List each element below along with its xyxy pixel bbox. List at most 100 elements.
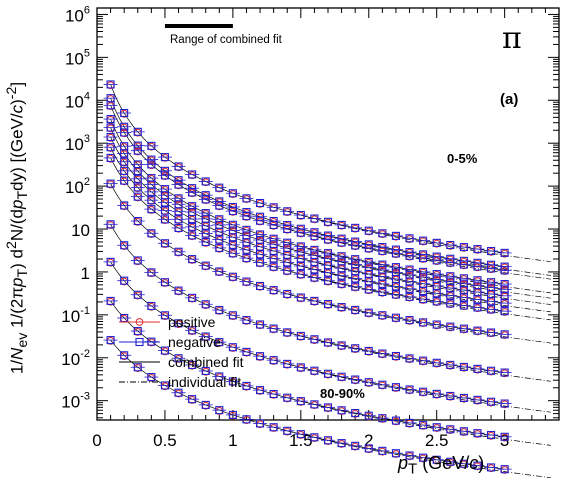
- data-point-negative: [256, 198, 265, 208]
- data-point-negative: [174, 207, 183, 216]
- data-point-negative: [269, 356, 278, 365]
- y-tick-label: 10-2: [61, 348, 90, 369]
- data-point-negative: [310, 245, 319, 254]
- data-point-negative: [133, 146, 142, 155]
- data-point-negative: [296, 430, 305, 439]
- axis-ticks: [96, 8, 560, 420]
- data-point-negative: [296, 242, 305, 251]
- data-point-negative: [446, 272, 455, 281]
- data-point-negative: [188, 170, 197, 179]
- data-point-negative: [228, 272, 237, 281]
- y-tick-label: 105: [65, 47, 90, 68]
- data-point-negative: [133, 167, 142, 176]
- data-point-negative: [283, 289, 292, 298]
- data-point-negative: [364, 346, 373, 356]
- data-point-negative: [432, 238, 441, 247]
- data-point-negative: [201, 177, 210, 186]
- data-point-negative: [256, 320, 265, 329]
- data-point-negative: [133, 290, 142, 299]
- data-point-negative: [459, 427, 468, 436]
- data-point-negative: [323, 300, 333, 309]
- data-point-negative: [256, 216, 265, 225]
- data-point-negative: [160, 239, 169, 248]
- data-point-negative: [133, 192, 142, 201]
- data-point-negative: [174, 286, 183, 295]
- data-point-negative: [487, 246, 496, 256]
- data-point-negative: [391, 449, 400, 458]
- data-point-negative: [364, 285, 373, 294]
- data-point-negative: [201, 221, 210, 230]
- data-point-negative: [351, 255, 360, 264]
- data-point-negative: [473, 262, 482, 271]
- data-point-negative: [228, 202, 237, 212]
- data-point-negative: [133, 327, 142, 336]
- data-point-negative: [459, 393, 468, 403]
- data-point-negative: [405, 265, 414, 274]
- data-point-negative: [242, 381, 251, 390]
- data-point-negative: [269, 203, 278, 212]
- data-point-negative: [487, 305, 496, 314]
- data-point-negative: [500, 266, 509, 275]
- data-point-negative: [419, 356, 428, 365]
- data-point-negative: [188, 231, 197, 240]
- data-point-negative: [120, 157, 129, 166]
- data-point-negative: [378, 279, 387, 288]
- data-point-negative: [106, 101, 115, 110]
- data-point-negative: [446, 291, 455, 300]
- y-tick-label: 10: [71, 221, 90, 240]
- legend-marker-negative: [135, 337, 144, 347]
- range-of-fit-label: Range of combined fit: [170, 34, 283, 46]
- data-point-negative: [174, 180, 183, 189]
- data-point-negative: [419, 254, 428, 263]
- data-point-negative: [364, 226, 373, 235]
- data-point-negative: [473, 364, 482, 373]
- data-point-negative: [323, 217, 333, 226]
- data-point-negative: [500, 432, 509, 441]
- data-point-negative: [188, 184, 197, 193]
- data-point-negative: [228, 410, 237, 419]
- data-point-negative: [310, 265, 319, 274]
- data-point-negative: [201, 332, 210, 341]
- data-point-negative: [160, 206, 169, 215]
- data-point-negative: [351, 274, 360, 283]
- data-point-negative: [364, 444, 373, 453]
- data-point-negative: [242, 245, 251, 254]
- data-point-negative: [160, 215, 169, 224]
- data-point-negative: [446, 258, 455, 267]
- data-point-negative: [310, 214, 319, 223]
- data-point-negative: [323, 403, 333, 412]
- data-point-negative: [106, 143, 115, 152]
- data-point-negative: [446, 457, 455, 466]
- data-point-negative: [473, 303, 482, 312]
- data-point-negative: [337, 439, 346, 448]
- data-point-negative: [459, 274, 468, 283]
- data-point-negative: [446, 425, 455, 434]
- data-point-negative: [147, 205, 156, 214]
- data-point-negative: [446, 360, 455, 369]
- data-point-negative: [174, 176, 183, 185]
- data-point-negative: [120, 128, 129, 137]
- data-point-negative: [310, 366, 319, 375]
- data-point-negative: [459, 362, 468, 371]
- data-point-negative: [120, 241, 129, 250]
- data-point-negative: [432, 358, 441, 367]
- data-point-negative: [242, 194, 251, 203]
- data-point-negative: [283, 393, 292, 402]
- data-point-negative: [215, 235, 224, 244]
- data-point-negative: [188, 326, 197, 335]
- data-point-negative: [337, 406, 346, 415]
- data-point-negative: [446, 322, 455, 331]
- x-tick-label: 1: [228, 431, 237, 450]
- data-point-negative: [256, 386, 265, 395]
- data-point-negative: [337, 303, 346, 312]
- data-point-negative: [147, 268, 156, 277]
- data-point-negative: [419, 236, 428, 245]
- data-point-negative: [405, 316, 414, 325]
- data-point-negative: [459, 260, 468, 269]
- data-point-negative: [133, 174, 142, 183]
- x-axis-title: pT (GeV/c): [398, 453, 485, 478]
- data-point-negative: [432, 389, 441, 398]
- data-point-negative: [405, 451, 414, 460]
- data-point-negative: [419, 267, 428, 276]
